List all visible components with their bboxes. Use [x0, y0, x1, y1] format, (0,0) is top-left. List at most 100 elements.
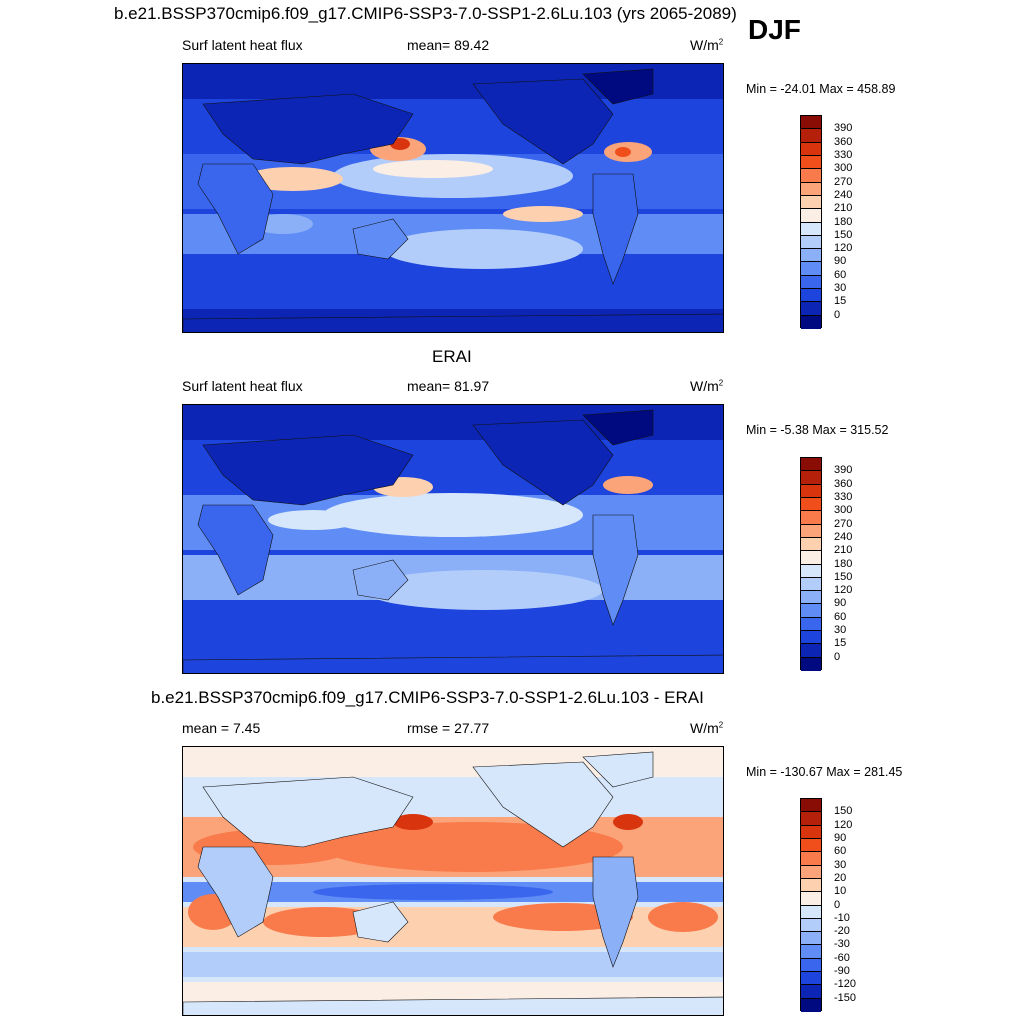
panel1-colorbar-swatch	[801, 116, 821, 130]
panel2-mean-label: mean= 81.97	[407, 378, 490, 394]
panel3-colorbar-tick-label: 0	[834, 898, 841, 911]
panel1-colorbar-tick-label: 90	[834, 255, 847, 268]
panel1-colorbar-swatch	[801, 209, 821, 223]
panel3-colorbar-swatch	[801, 945, 821, 959]
panel1-colorbar-swatch	[801, 169, 821, 183]
panel1-colorbar-swatch	[801, 195, 821, 210]
panel1-colorbar-tick-label: 0	[834, 308, 841, 321]
panel1-map	[182, 63, 724, 333]
panel2-colorbar-swatch	[801, 577, 821, 592]
panel3-colorbar-swatch	[801, 865, 821, 879]
panel1-title: b.e21.BSSP370cmip6.f09_g17.CMIP6-SSP3-7.…	[114, 4, 737, 23]
panel3-colorbar-tick-label: 30	[834, 858, 847, 871]
panel2-colorbar-tick-label: 390	[834, 464, 853, 477]
panel2-colorbar-swatch	[801, 551, 821, 565]
panel1-colorbar-swatch	[801, 129, 821, 143]
panel1-colorbar-swatch	[801, 155, 821, 170]
panel3-colorbar-tick-label: -20	[834, 925, 850, 938]
panel3-map	[182, 746, 724, 1016]
panel2-colorbar-swatch	[801, 484, 821, 498]
panel3-colorbar-swatch	[801, 838, 821, 853]
panel3-colorbar-tick-label: -10	[834, 911, 850, 924]
panel1-colorbar-tick-label: 15	[834, 295, 847, 308]
panel2-colorbar-swatch	[801, 471, 821, 485]
panel1-colorbar-swatch	[801, 275, 821, 290]
panel1-colorbar-swatch	[801, 222, 821, 236]
panel1-colorbar-tick-label: 270	[834, 175, 853, 188]
panel2-colorbar-tick-label: 15	[834, 637, 847, 650]
panel3-colorbar-swatch	[801, 932, 821, 946]
panel3-units: W/m2	[690, 720, 724, 736]
panel3-colorbar-tick-label: 60	[834, 845, 847, 858]
panel2-colorbar-tick-label: 300	[834, 504, 853, 517]
panel3-colorbar-tick-label: 20	[834, 871, 847, 884]
panel2-colorbar	[800, 457, 822, 671]
panel1-colorbar-tick-label: 30	[834, 282, 847, 295]
panel1-variable-label: Surf latent heat flux	[182, 37, 303, 53]
panel3-colorbar-tick-label: 10	[834, 885, 847, 898]
panel1-mean-label: mean= 89.42	[407, 37, 490, 53]
panel3-colorbar-swatch	[801, 799, 821, 813]
panel2-colorbar-tick-label: 270	[834, 517, 853, 530]
panel3-title: b.e21.BSSP370cmip6.f09_g17.CMIP6-SSP3-7.…	[151, 688, 704, 707]
panel2-variable-label: Surf latent heat flux	[182, 378, 303, 394]
panel1-colorbar-tick-label: 240	[834, 188, 853, 201]
panel1-colorbar-tick-label: 150	[834, 228, 853, 241]
panel2-colorbar-tick-label: 150	[834, 570, 853, 583]
panel2-colorbar-swatch	[801, 631, 821, 645]
panel2-colorbar-swatch	[801, 497, 821, 512]
panel1-colorbar-swatch	[801, 315, 821, 329]
panel3-mean-label: mean = 7.45	[182, 720, 261, 736]
panel2-colorbar-swatch	[801, 657, 821, 671]
panel2-colorbar-swatch	[801, 564, 821, 578]
panel3-colorbar-swatch	[801, 958, 821, 973]
panel3-colorbar-swatch	[801, 985, 821, 999]
panel2-colorbar-swatch	[801, 617, 821, 632]
panel2-colorbar-swatch	[801, 524, 821, 538]
panel1-colorbar-swatch	[801, 302, 821, 316]
panel1-colorbar-tick-label: 60	[834, 268, 847, 281]
panel1-colorbar	[800, 115, 822, 329]
panel2-colorbar-swatch	[801, 604, 821, 618]
panel1-colorbar-swatch	[801, 235, 821, 250]
panel2-colorbar-tick-label: 0	[834, 650, 841, 663]
panel1-colorbar-swatch	[801, 142, 821, 156]
panel3-colorbar	[800, 798, 822, 1012]
panel2-colorbar-tick-label: 210	[834, 544, 853, 557]
panel3-colorbar-tick-label: -60	[834, 951, 850, 964]
panel2-colorbar-tick-label: 240	[834, 530, 853, 543]
panel2-map	[182, 404, 724, 674]
panel3-colorbar-tick-label: 90	[834, 831, 847, 844]
panel3-colorbar-swatch	[801, 998, 821, 1012]
panel3-colorbar-tick-label: 150	[834, 805, 853, 818]
panel3-colorbar-swatch	[801, 972, 821, 986]
panel2-colorbar-tick-label: 90	[834, 597, 847, 610]
panel1-colorbar-swatch	[801, 262, 821, 276]
panel1-colorbar-tick-label: 120	[834, 242, 853, 255]
panel3-colorbar-swatch	[801, 878, 821, 893]
panel3-rmse-label: rmse = 27.77	[407, 720, 490, 736]
season-label: DJF	[748, 14, 801, 45]
panel2-colorbar-tick-label: 360	[834, 477, 853, 490]
panel3-colorbar-tick-label: -30	[834, 938, 850, 951]
panel3-minmax: Min = -130.67 Max = 281.45	[746, 765, 903, 779]
panel3-colorbar-swatch	[801, 918, 821, 933]
panel3-colorbar-swatch	[801, 852, 821, 866]
panel1-colorbar-tick-label: 210	[834, 202, 853, 215]
panel3-colorbar-swatch	[801, 825, 821, 839]
panel1-units: W/m2	[690, 37, 724, 53]
panel2-units: W/m2	[690, 378, 724, 394]
panel3-colorbar-swatch	[801, 905, 821, 919]
panel2-colorbar-tick-label: 30	[834, 624, 847, 637]
panel2-minmax: Min = -5.38 Max = 315.52	[746, 423, 889, 437]
panel2-colorbar-tick-label: 180	[834, 557, 853, 570]
panel1-colorbar-swatch	[801, 289, 821, 303]
panel3-colorbar-tick-label: -120	[834, 978, 857, 991]
panel1-colorbar-tick-label: 360	[834, 135, 853, 148]
panel1-colorbar-tick-label: 330	[834, 148, 853, 161]
panel2-colorbar-swatch	[801, 511, 821, 525]
panel1-colorbar-tick-label: 390	[834, 122, 853, 135]
panel1-colorbar-tick-label: 300	[834, 162, 853, 175]
panel3-colorbar-tick-label: -150	[834, 991, 857, 1004]
panel2-colorbar-swatch	[801, 644, 821, 658]
